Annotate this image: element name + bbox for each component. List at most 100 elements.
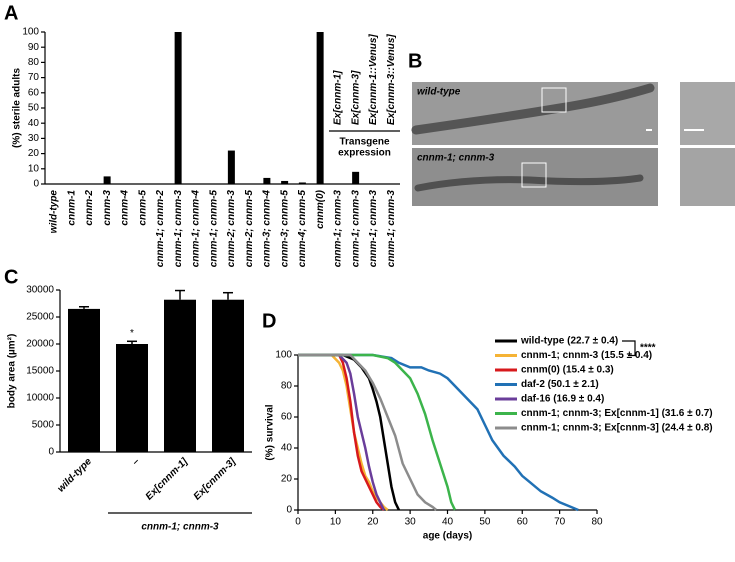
x-tick-label: cnnm-3; cnnm-4 [262, 190, 273, 268]
x-tick-label: wild-type [56, 456, 95, 495]
legend-label: daf-2 (50.1 ± 2.1) [521, 379, 599, 390]
transgene-label: Ex[cnnm-1] [333, 70, 344, 125]
worm [411, 83, 655, 135]
survival-line [298, 353, 457, 511]
x-tick-label: 80 [591, 517, 603, 528]
x-tick-label: cnnm-1; cnnm-3 [173, 190, 184, 268]
survival-line [298, 353, 385, 511]
x-tick-label: wild-type [49, 190, 60, 234]
x-tick-label: cnnm-2 [84, 190, 95, 226]
y-tick-label: 0 [48, 447, 54, 458]
bracket [622, 340, 636, 357]
panel-label: B [408, 50, 422, 72]
x-tick-label: 70 [554, 517, 566, 528]
legend-label: cnnm(0) (15.4 ± 0.3) [521, 365, 614, 376]
transgene-label: Ex[cnnm-3::Venus] [386, 34, 397, 125]
y-tick-label: 0 [286, 505, 292, 516]
x-tick-label: cnnm-1; cnnm-2 [155, 190, 166, 268]
group-label: cnnm-1; cnnm-3 [141, 522, 219, 533]
y-tick-label: 40 [281, 443, 293, 454]
x-tick-label: cnnm-1; cnnm-3 [333, 190, 344, 268]
image-label: wild-type [417, 87, 461, 98]
y-tick-label: 10000 [26, 393, 54, 404]
x-tick-label: cnnm-1; cnnm-5 [208, 190, 219, 268]
y-tick-label: 40 [28, 118, 40, 129]
bar [212, 299, 244, 452]
y-tick-label: 10 [28, 163, 40, 174]
annotation: **** [640, 343, 656, 354]
x-tick-label: cnnm-1 [66, 190, 77, 226]
panel-label: A [4, 2, 18, 24]
bar [352, 171, 360, 184]
x-tick-label: cnnm-3; cnnm-5 [279, 190, 290, 268]
bar [298, 182, 306, 184]
y-tick-label: 80 [28, 57, 40, 68]
inset-box [541, 87, 567, 113]
x-tick-label: Ex[cnnm-3] [192, 456, 239, 503]
y-tick-label: 0 [33, 179, 39, 190]
worm [414, 174, 644, 192]
image [680, 82, 735, 145]
x-tick-label: cnnm(0) [315, 189, 326, 229]
x-tick-label: 30 [405, 517, 417, 528]
image [680, 148, 735, 206]
annotation: * [130, 328, 134, 339]
y-tick-label: 30000 [26, 285, 54, 296]
bar [164, 299, 196, 452]
bar [281, 180, 289, 184]
x-tick-label: cnnm-1; cnnm-3 [368, 190, 379, 268]
bar [263, 177, 271, 184]
y-tick-label: 5000 [32, 420, 55, 431]
x-tick-label: cnnm-1; cnnm-3 [350, 190, 361, 268]
y-tick-label: 100 [22, 27, 39, 38]
x-tick-label: cnnm-1; cnnm-3 [386, 190, 397, 268]
survival-line [298, 353, 401, 511]
x-axis-label: age (days) [423, 531, 472, 542]
bar [316, 32, 324, 184]
y-tick-label: 15000 [26, 366, 54, 377]
y-tick-label: 60 [281, 412, 293, 423]
legend-label: cnnm-1; cnnm-3; Ex[cnnm-1] (31.6 ± 0.7) [521, 408, 713, 419]
bar [227, 150, 235, 184]
legend-label: wild-type (22.7 ± 0.4) [520, 336, 618, 347]
x-tick-label: cnnm-2; cnnm-5 [244, 190, 255, 268]
x-tick-label: cnnm-5 [137, 190, 148, 226]
x-tick-label: – [130, 456, 142, 468]
bar [174, 32, 182, 184]
legend-label: cnnm-1; cnnm-3; Ex[cnnm-3] (24.4 ± 0.8) [521, 423, 713, 434]
inset-box [521, 162, 547, 188]
survival-line [298, 353, 438, 511]
y-tick-label: 50 [28, 103, 40, 114]
x-tick-label: 20 [367, 517, 379, 528]
x-tick-label: cnnm-4; cnnm-5 [297, 190, 308, 268]
y-tick-label: 80 [281, 381, 293, 392]
caption: Transgene [339, 137, 389, 148]
panel-label: D [262, 310, 276, 332]
y-tick-label: 20 [281, 474, 293, 485]
y-tick-label: 30 [28, 133, 40, 144]
x-tick-label: cnnm-4 [120, 190, 131, 226]
x-tick-label: Ex[cnnm-1] [144, 456, 191, 503]
legend-label: daf-16 (16.9 ± 0.4) [521, 394, 604, 405]
y-axis-label: (%) sterile adults [12, 68, 23, 148]
caption: expression [338, 148, 391, 159]
x-tick-label: 40 [442, 517, 454, 528]
x-tick-label: cnnm-1; cnnm-4 [191, 190, 202, 268]
panel-label: C [4, 266, 18, 288]
survival-line [298, 353, 579, 512]
transgene-label: Ex[cnnm-1::Venus] [368, 34, 379, 125]
y-tick-label: 25000 [26, 312, 54, 323]
y-axis-label: (%) survival [265, 404, 276, 460]
x-tick-label: 10 [330, 517, 342, 528]
image-label: cnnm-1; cnnm-3 [417, 153, 495, 164]
transgene-label: Ex[cnnm-3] [350, 70, 361, 125]
x-tick-label: 0 [295, 517, 301, 528]
bar [103, 176, 111, 184]
bar [68, 308, 100, 452]
y-tick-label: 70 [28, 72, 40, 83]
x-tick-label: 50 [479, 517, 491, 528]
bar [116, 344, 148, 452]
y-tick-label: 20 [28, 148, 40, 159]
survival-line [298, 353, 386, 511]
